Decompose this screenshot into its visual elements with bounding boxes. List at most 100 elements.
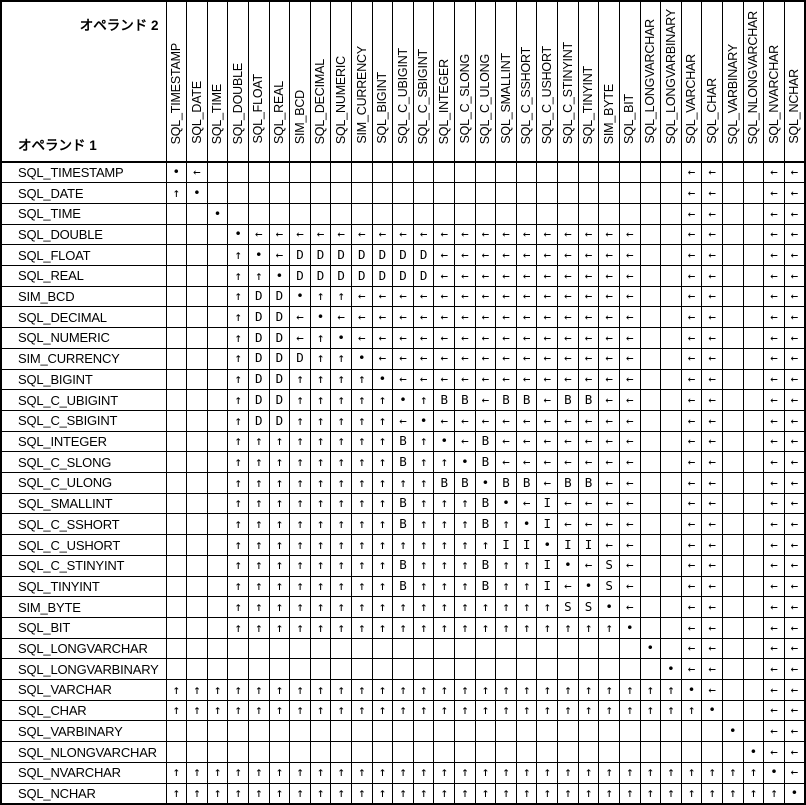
matrix-cell	[165, 472, 188, 494]
matrix-cell: ←	[763, 202, 785, 225]
matrix-cell	[165, 616, 188, 639]
matrix-cell: ↑	[371, 513, 394, 536]
matrix-row-sim_currency: SIM_CURRENCY ↑ D D D ↑ ↑ • ← ← ← ← ← ← ← ← ← ← ← ← ← ← ← ← ←	[0, 347, 806, 370]
matrix-cell: •	[412, 409, 435, 432]
matrix-cell: ←	[763, 368, 785, 391]
matrix-cell	[206, 347, 229, 370]
matrix-cell	[660, 430, 682, 453]
matrix-cell: ↑	[536, 699, 559, 722]
matrix-cell: ↑	[515, 616, 538, 639]
matrix-cell: ←	[515, 327, 538, 349]
matrix-cell: ←	[557, 244, 579, 267]
matrix-cell	[165, 368, 188, 391]
matrix-cell	[247, 720, 270, 743]
matrix-cell: ↑	[330, 389, 352, 411]
matrix-cell: ←	[783, 285, 806, 308]
matrix-cell: ↑	[371, 534, 394, 556]
matrix-cell	[289, 658, 311, 681]
matrix-cell: ↑	[433, 575, 456, 598]
matrix-cell: ↑	[412, 472, 435, 494]
matrix-cell: •	[433, 430, 456, 453]
matrix-cell	[227, 720, 249, 743]
matrix-cell: ←	[536, 223, 559, 246]
matrix-cell: ↑	[268, 554, 291, 577]
column-header-label: SQL_NCHAR	[787, 69, 802, 144]
matrix-cell	[639, 616, 662, 639]
matrix-cell: D	[289, 244, 311, 267]
matrix-cell: ←	[763, 492, 785, 515]
matrix-cell: ↑	[165, 679, 188, 701]
matrix-row-sql_integer: SQL_INTEGER ↑ ↑ ↑ ↑ ↑ ↑ ↑ ↑ B ↑ • ← B ← ← ← ← ← ← ← ← ← ← ←	[0, 430, 806, 453]
matrix-cell	[639, 223, 662, 246]
matrix-cell	[227, 182, 249, 204]
matrix-cell: ↑	[495, 513, 517, 536]
matrix-cell	[536, 741, 559, 763]
matrix-cell: B	[577, 389, 600, 411]
column-header-label: SQL_LONGVARBINARY	[663, 8, 678, 144]
matrix-cell: ↑	[247, 554, 270, 577]
matrix-cell	[639, 409, 662, 432]
matrix-cell: ↑	[309, 430, 332, 453]
column-header-sql_bigint: SQL_BIGINT	[371, 0, 394, 163]
matrix-cell	[515, 637, 538, 660]
matrix-cell: ↑	[309, 616, 332, 639]
matrix-row-sql_c_stinyint: SQL_C_STINYINT ↑ ↑ ↑ ↑ ↑ ↑ ↑ ↑ B ↑ ↑ ↑ B ↑ ↑ I • ← S ← ← ← ← ←	[0, 554, 806, 577]
matrix-cell: B	[577, 472, 600, 494]
matrix-cell: D	[247, 285, 270, 308]
matrix-cell	[186, 347, 208, 370]
matrix-cell: ←	[763, 658, 785, 681]
matrix-cell: D	[412, 265, 435, 287]
matrix-cell	[330, 741, 352, 763]
matrix-cell: ←	[454, 285, 476, 308]
column-header-sql_bit: SQL_BIT	[618, 0, 641, 163]
matrix-cell: ↑	[350, 679, 373, 701]
matrix-cell	[639, 244, 662, 267]
matrix-cell: ←	[618, 492, 641, 515]
matrix-cell: ↑	[227, 534, 249, 556]
matrix-cell	[227, 741, 249, 763]
matrix-cell: ↑	[289, 368, 311, 391]
matrix-cell: ←	[454, 368, 476, 391]
matrix-cell	[660, 513, 682, 536]
matrix-cell: ←	[680, 223, 703, 246]
matrix-cell: D	[268, 409, 291, 432]
column-header-sql_nchar: SQL_NCHAR	[783, 0, 806, 163]
matrix-cell: ←	[289, 306, 311, 329]
matrix-cell	[495, 637, 517, 660]
matrix-cell: ↑	[227, 389, 249, 411]
matrix-cell	[660, 409, 682, 432]
row-header-sql_longvarbinary: SQL_LONGVARBINARY	[0, 658, 167, 681]
matrix-row-sql_c_ubigint: SQL_C_UBIGINT ↑ D D ↑ ↑ ↑ ↑ ↑ • ↑ B B ← B B ← B B ← ← ← ← ← ←	[0, 389, 806, 411]
matrix-cell	[371, 741, 394, 763]
matrix-cell: ↑	[577, 761, 600, 784]
matrix-cell: ←	[474, 368, 497, 391]
matrix-cell: ←	[577, 409, 600, 432]
row-header-sql_time: SQL_TIME	[0, 202, 167, 225]
matrix-cell: ↑	[247, 575, 270, 598]
matrix-cell	[557, 720, 579, 743]
matrix-cell: ←	[433, 327, 456, 349]
matrix-cell	[495, 202, 517, 225]
matrix-cell	[247, 637, 270, 660]
matrix-cell: ←	[618, 596, 641, 618]
matrix-cell: ←	[515, 347, 538, 370]
matrix-cell: ←	[557, 409, 579, 432]
matrix-cell: ↑	[701, 761, 723, 784]
matrix-cell: ←	[309, 223, 332, 246]
matrix-cell: ↑	[227, 472, 249, 494]
matrix-cell: ←	[783, 430, 806, 453]
matrix-cell: ←	[536, 244, 559, 267]
matrix-cell	[639, 596, 662, 618]
matrix-cell	[577, 720, 600, 743]
matrix-cell: ←	[763, 741, 785, 763]
matrix-cell: ←	[557, 327, 579, 349]
matrix-cell	[721, 285, 744, 308]
matrix-cell	[412, 720, 435, 743]
matrix-row-sql_decimal: SQL_DECIMAL ↑ D D ← • ← ← ← ← ← ← ← ← ← ← ← ← ← ← ← ← ← ← ←	[0, 306, 806, 329]
matrix-cell: ↑	[474, 782, 497, 805]
row-header-sql_c_stinyint: SQL_C_STINYINT	[0, 554, 167, 577]
matrix-cell	[557, 637, 579, 660]
matrix-cell: •	[536, 534, 559, 556]
matrix-cell	[227, 161, 249, 184]
matrix-cell: D	[330, 265, 352, 287]
